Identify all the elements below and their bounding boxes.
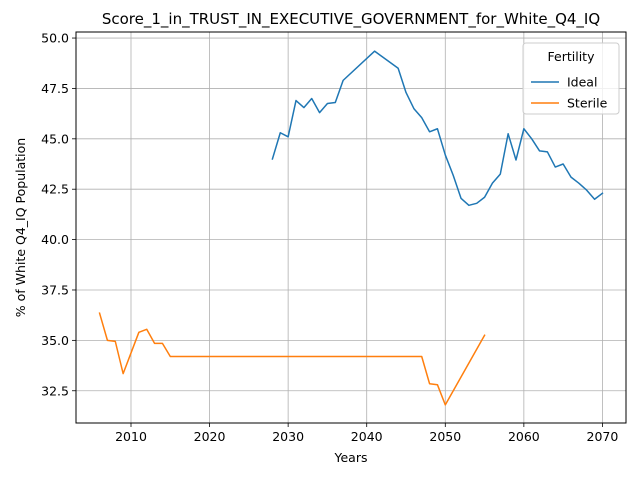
y-axis-label: % of White Q4_IQ Population [13, 138, 28, 317]
series-line-ideal [271, 50, 604, 207]
plot-frame [75, 31, 627, 424]
y-tick-label: 35.0 [41, 333, 69, 348]
y-tick-label: 45.0 [41, 131, 69, 146]
chart-title: Score_1_in_TRUST_IN_EXECUTIVE_GOVERNMENT… [102, 10, 600, 29]
y-tick-label: 40.0 [41, 232, 69, 247]
x-tick-label: 2050 [429, 429, 461, 444]
series-line-sterile [98, 312, 486, 406]
series-layer [98, 50, 604, 406]
x-tick-label: 2030 [272, 429, 304, 444]
y-tick-label: 37.5 [41, 282, 69, 297]
legend-box [522, 42, 620, 115]
legend: Fertility Ideal Sterile [522, 42, 620, 115]
legend-title: Fertility [548, 49, 596, 64]
legend-label-sterile: Sterile [567, 96, 608, 111]
y-tick-label: 32.5 [41, 383, 69, 398]
y-tick-label: 47.5 [41, 81, 69, 96]
x-axis-label: Years [334, 450, 368, 465]
x-tick-label: 2070 [587, 429, 619, 444]
x-tick-label: 2010 [115, 429, 147, 444]
x-tick-label: 2040 [351, 429, 383, 444]
x-tick-label: 2020 [194, 429, 226, 444]
x-tick-label: 2060 [508, 429, 540, 444]
ticks: 2010 2020 2030 2040 2050 2060 2070 32.5 35.0 37.5… [41, 31, 618, 444]
y-tick-label: 42.5 [41, 182, 69, 197]
y-tick-label: 50.0 [41, 31, 69, 46]
legend-label-ideal: Ideal [567, 75, 597, 90]
